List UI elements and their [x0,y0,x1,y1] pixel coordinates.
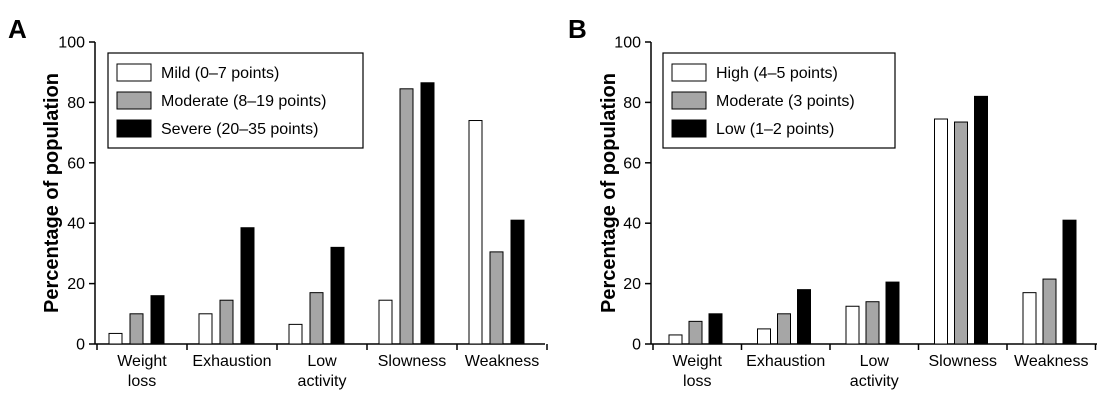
bar [865,301,880,345]
legend-label: Moderate (3 points) [716,93,855,110]
x-category-label: Slowness [378,353,446,370]
bar [954,121,968,345]
legend-box [662,52,896,149]
bar [240,227,255,345]
x-category-label: Exhaustion [746,353,825,370]
bar [777,313,791,345]
bar [757,328,771,345]
y-tick-label: 80 [67,95,85,112]
legend-swatch [116,119,152,138]
panel-letter-a: A [8,14,27,44]
bar [1062,219,1077,345]
bar [845,305,860,345]
x-category-label: Weight loss [117,353,167,390]
legend-swatch [116,63,152,82]
bar [668,334,683,345]
bar [129,313,144,345]
legend-swatch [671,119,707,138]
bar [885,281,900,345]
bar [150,295,165,345]
bar [378,299,393,345]
y-tick-label: 20 [623,276,641,293]
y-axis-label: Percentage of population [41,73,63,313]
legend-swatch [671,63,707,82]
legend-label: Low (1–2 points) [716,121,834,138]
bar [108,332,123,345]
y-tick-label: 40 [67,216,85,233]
x-category-label: Low activity [850,353,899,390]
legend-label: Moderate (8–19 points) [161,93,326,110]
y-axis-label: Percentage of population [598,73,620,313]
bar [219,299,234,345]
x-category-label: Low activity [298,353,347,390]
y-tick-label: 60 [623,155,641,172]
x-category-label: Weight loss [672,353,722,390]
bar [309,292,324,345]
legend-label: High (4–5 points) [716,65,838,82]
bar [688,320,703,345]
x-category-label: Slowness [929,353,997,370]
bar [797,289,811,345]
bar [510,219,525,345]
bar [198,313,213,345]
bar [708,313,723,345]
x-category-label: Exhaustion [192,353,271,370]
bar [934,118,948,345]
y-tick-label: 60 [67,155,85,172]
x-category-label: Weakness [465,353,539,370]
y-tick-label: 100 [614,35,641,52]
y-tick-label: 20 [67,276,85,293]
y-tick-label: 100 [58,35,85,52]
legend-box [107,52,364,149]
y-tick-label: 0 [632,337,641,354]
y-tick-label: 80 [623,95,641,112]
bar [330,246,345,345]
legend-label: Severe (20–35 points) [161,121,318,138]
bar [399,88,414,345]
bar [489,251,504,345]
legend-swatch [671,91,707,110]
bar [974,95,988,345]
legend-label: Mild (0–7 points) [161,65,279,82]
bar [288,323,303,345]
panel-letter-b: B [568,14,587,44]
x-category-label: Weakness [1014,353,1088,370]
y-tick-label: 0 [76,337,85,354]
bar [420,82,435,345]
y-tick-label: 40 [623,216,641,233]
bar [1022,292,1037,345]
legend-swatch [116,91,152,110]
bar [468,120,483,345]
bar [1042,278,1057,345]
